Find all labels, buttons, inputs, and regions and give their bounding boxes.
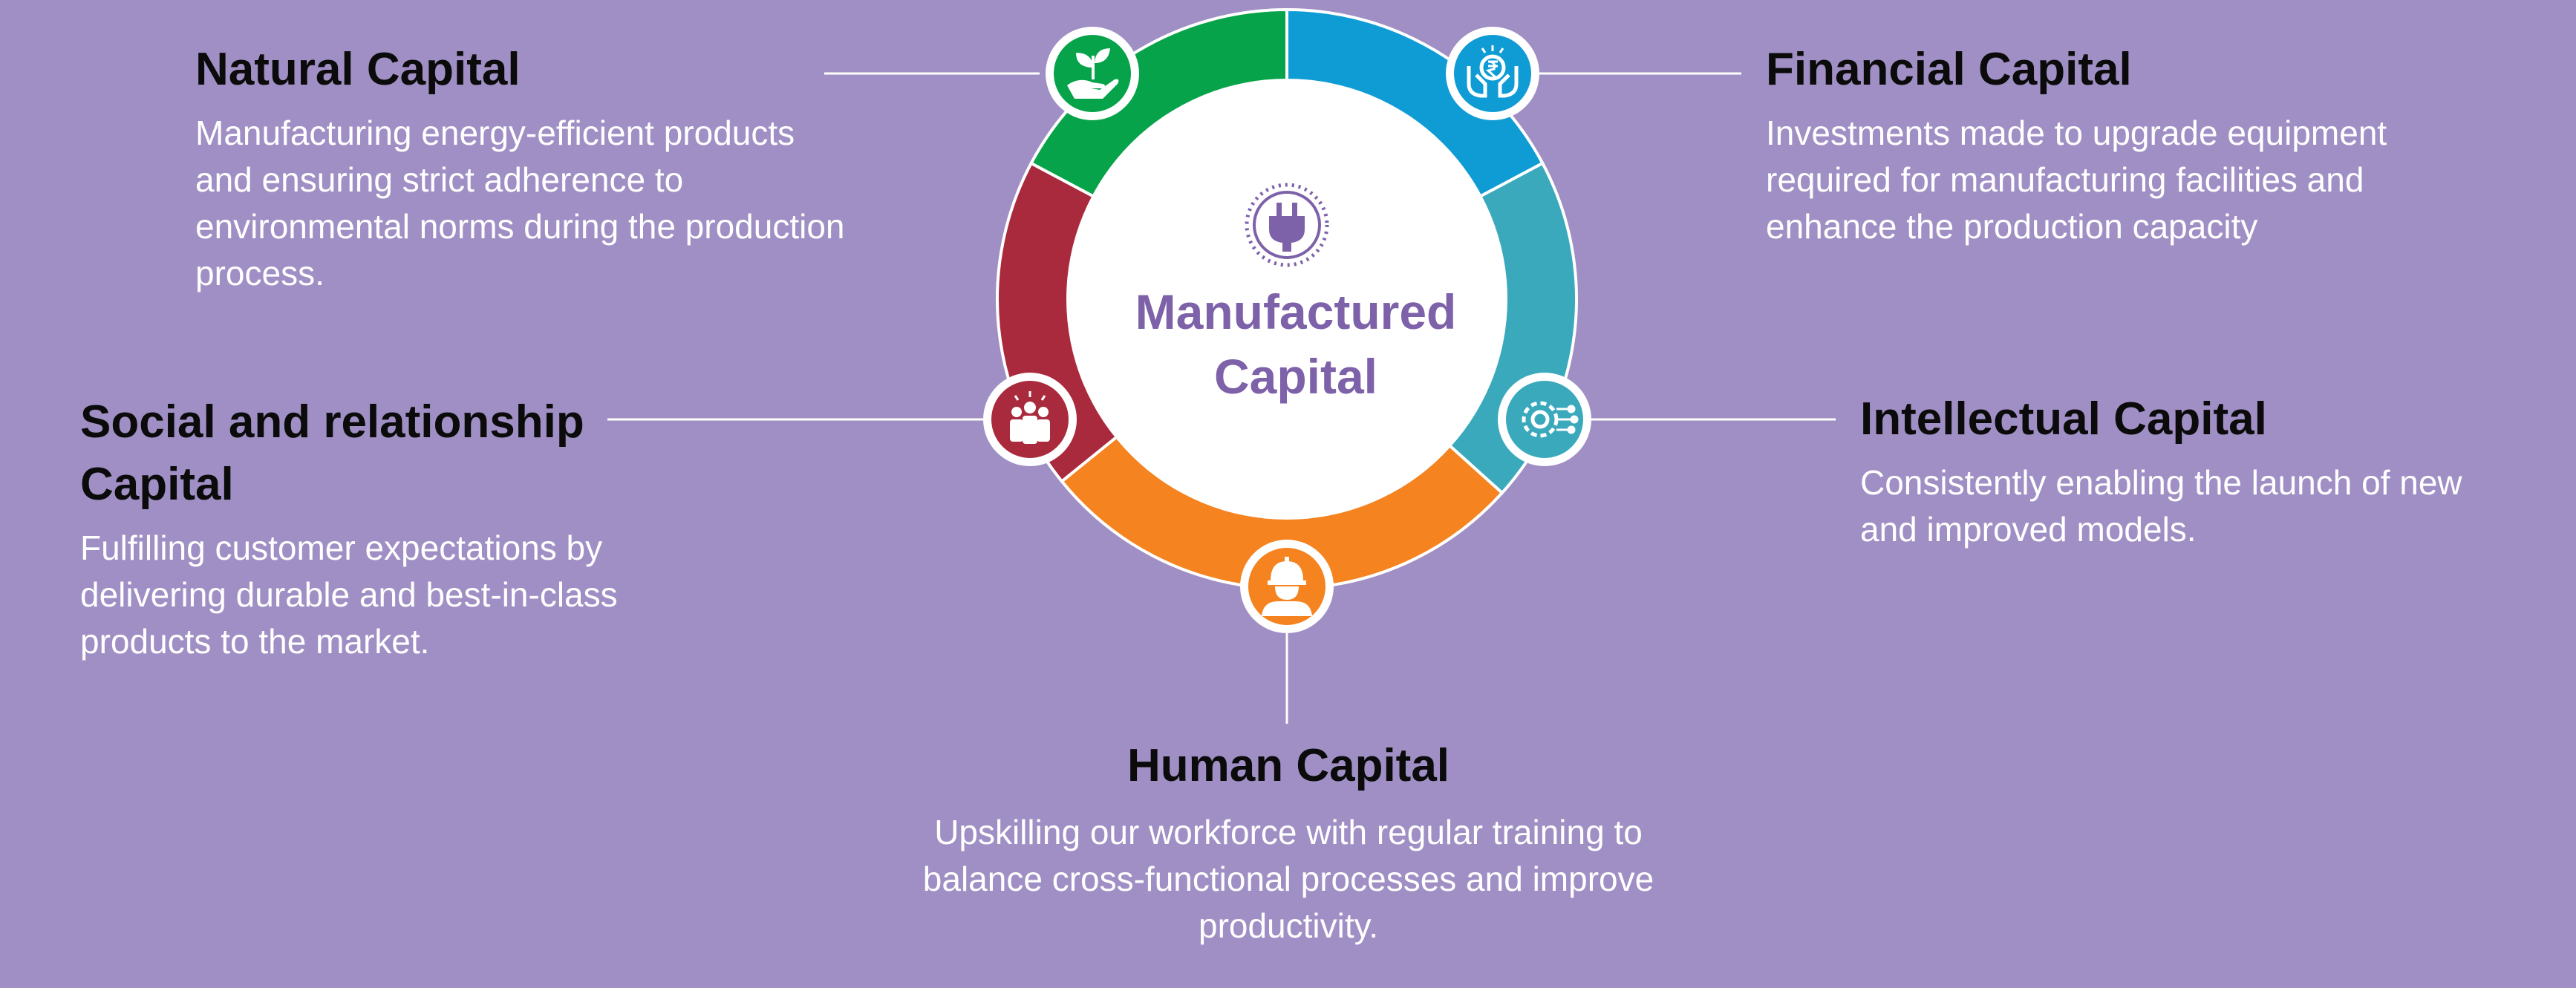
center-disc (1066, 79, 1507, 520)
financial-capital-block: Financial Capital Investments made to up… (1766, 39, 2434, 250)
badge-human (1240, 540, 1334, 633)
plant-in-hand-icon (1067, 48, 1119, 99)
financial-capital-desc: Investments made to upgrade equipment re… (1766, 114, 2387, 246)
badge-social (983, 373, 1077, 466)
natural-capital-title: Natural Capital (195, 44, 521, 95)
human-capital-title: Human Capital (1126, 740, 1450, 791)
human-capital-block: Human Capital Upskilling our workforce w… (884, 735, 1693, 949)
financial-capital-title: Financial Capital (1766, 44, 2132, 95)
rupee-in-hands-icon (1467, 45, 1519, 98)
intellectual-capital-desc: Consistently enabling the launch of new … (1860, 463, 2462, 549)
plug-icon (1245, 183, 1329, 267)
worker-helmet-icon (1262, 557, 1312, 616)
human-capital-desc: Upskilling our workforce with regular tr… (922, 813, 1654, 945)
social-capital-title: Social and relationship Capital (80, 396, 584, 510)
people-group-icon (1010, 391, 1050, 444)
badge-intellectual (1498, 373, 1591, 466)
gear-circuit-icon (1522, 401, 1579, 438)
badge-natural (1046, 27, 1139, 120)
intellectual-capital-block: Intellectual Capital Consistently enabli… (1860, 388, 2528, 553)
badge-financial (1446, 27, 1539, 120)
social-capital-desc: Fulfilling customer expectations by deli… (80, 529, 618, 661)
natural-capital-block: Natural Capital Manufacturing energy-eff… (195, 39, 849, 297)
intellectual-capital-title: Intellectual Capital (1860, 393, 2267, 445)
natural-capital-desc: Manufacturing energy-efficient products … (195, 114, 845, 292)
social-capital-block: Social and relationship Capital Fulfilli… (80, 391, 719, 665)
center-title-line1: Manufactured (1135, 284, 1457, 339)
center-title-line2: Capital (1214, 349, 1377, 404)
